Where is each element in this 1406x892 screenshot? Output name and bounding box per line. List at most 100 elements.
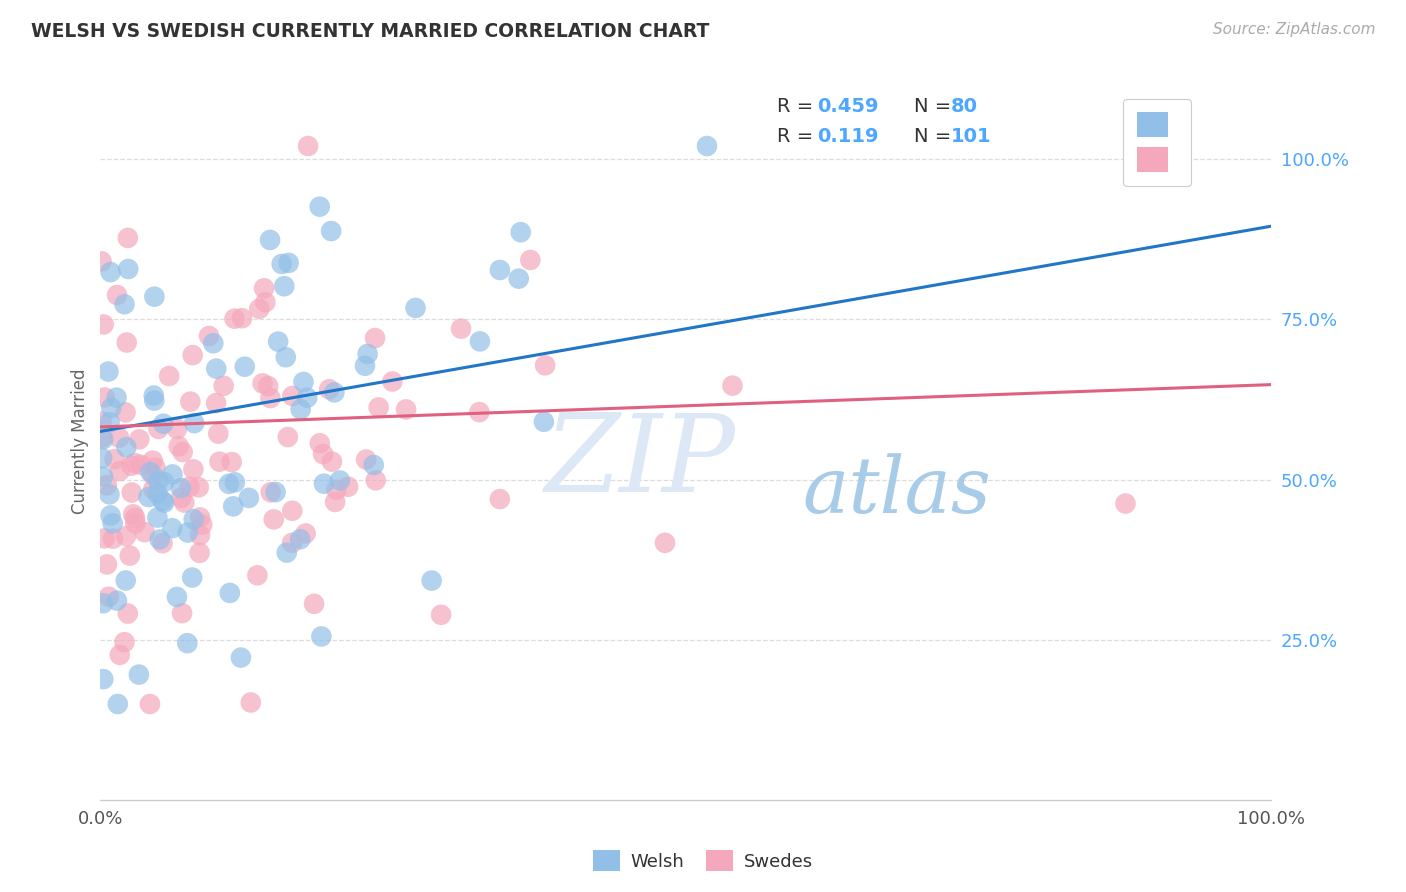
- Point: [318, 382, 340, 396]
- Point: [323, 495, 346, 509]
- Point: [177, 525, 200, 540]
- Point: [202, 336, 225, 351]
- Point: [252, 376, 274, 391]
- Point: [117, 607, 139, 621]
- Point: [381, 375, 404, 389]
- Point: [128, 433, 150, 447]
- Point: [509, 225, 531, 239]
- Point: [134, 525, 156, 540]
- Point: [356, 347, 378, 361]
- Text: R =: R =: [778, 127, 825, 146]
- Point: [274, 350, 297, 364]
- Point: [91, 432, 114, 446]
- Point: [308, 436, 330, 450]
- Point: [167, 439, 190, 453]
- Point: [128, 667, 150, 681]
- Point: [277, 430, 299, 444]
- Point: [90, 431, 112, 445]
- Point: [105, 593, 128, 607]
- Point: [183, 462, 205, 476]
- Point: [188, 528, 211, 542]
- Point: [166, 422, 188, 436]
- Point: [302, 597, 325, 611]
- Point: [152, 417, 174, 431]
- Point: [292, 375, 315, 389]
- Point: [198, 329, 221, 343]
- Point: [321, 454, 343, 468]
- Point: [120, 458, 142, 473]
- Point: [172, 445, 194, 459]
- Point: [508, 271, 530, 285]
- Point: [281, 389, 304, 403]
- Point: [91, 596, 114, 610]
- Text: 101: 101: [950, 127, 991, 146]
- Point: [263, 512, 285, 526]
- Point: [101, 532, 124, 546]
- Point: [233, 359, 256, 374]
- Point: [146, 487, 169, 501]
- Legend: , : ,: [1123, 99, 1191, 186]
- Text: Source: ZipAtlas.com: Source: ZipAtlas.com: [1212, 22, 1375, 37]
- Text: 80: 80: [950, 97, 977, 116]
- Point: [100, 508, 122, 523]
- Point: [91, 469, 114, 483]
- Text: atlas: atlas: [803, 453, 991, 530]
- Point: [153, 495, 176, 509]
- Point: [152, 494, 174, 508]
- Point: [183, 512, 205, 526]
- Point: [97, 590, 120, 604]
- Point: [124, 516, 146, 531]
- Point: [246, 568, 269, 582]
- Point: [143, 393, 166, 408]
- Point: [166, 590, 188, 604]
- Point: [257, 379, 280, 393]
- Text: 0.459: 0.459: [817, 97, 879, 116]
- Point: [259, 233, 281, 247]
- Point: [146, 510, 169, 524]
- Point: [354, 452, 377, 467]
- Text: ZIP: ZIP: [546, 410, 737, 516]
- Point: [297, 139, 319, 153]
- Point: [281, 536, 304, 550]
- Point: [188, 546, 211, 560]
- Point: [170, 491, 193, 505]
- Point: [142, 482, 165, 496]
- Point: [181, 348, 204, 362]
- Point: [488, 492, 510, 507]
- Point: [221, 455, 243, 469]
- Point: [115, 335, 138, 350]
- Point: [533, 415, 555, 429]
- Point: [179, 480, 201, 494]
- Point: [149, 533, 172, 547]
- Point: [129, 458, 152, 472]
- Point: [124, 511, 146, 525]
- Point: [160, 521, 183, 535]
- Point: [122, 508, 145, 522]
- Point: [117, 262, 139, 277]
- Point: [121, 485, 143, 500]
- Point: [118, 549, 141, 563]
- Point: [108, 648, 131, 662]
- Point: [187, 480, 209, 494]
- Point: [124, 456, 146, 470]
- Point: [367, 401, 389, 415]
- Text: R =: R =: [778, 97, 820, 116]
- Point: [205, 361, 228, 376]
- Point: [91, 672, 114, 686]
- Point: [176, 636, 198, 650]
- Point: [148, 474, 170, 488]
- Point: [337, 480, 360, 494]
- Point: [290, 402, 312, 417]
- Point: [105, 391, 128, 405]
- Point: [205, 396, 228, 410]
- Point: [90, 254, 112, 268]
- Point: [238, 491, 260, 505]
- Point: [468, 334, 491, 349]
- Point: [152, 536, 174, 550]
- Point: [325, 483, 347, 497]
- Point: [534, 359, 557, 373]
- Point: [143, 290, 166, 304]
- Point: [105, 288, 128, 302]
- Point: [114, 574, 136, 588]
- Point: [364, 331, 387, 345]
